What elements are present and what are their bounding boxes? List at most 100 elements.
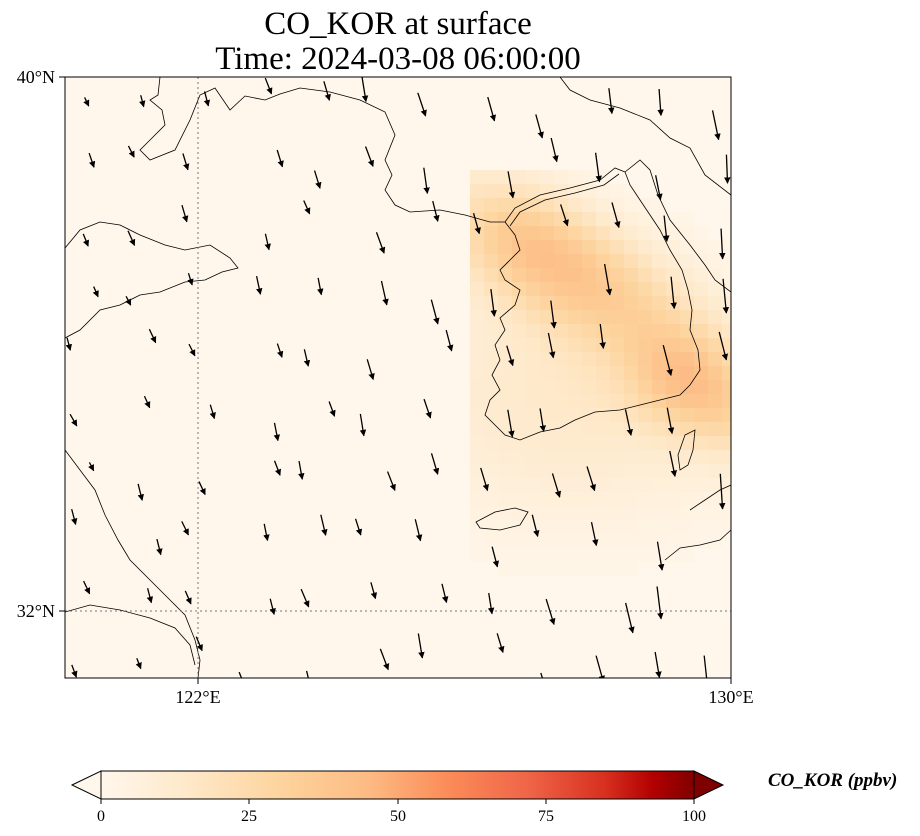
field-cell	[708, 436, 723, 451]
field-cell	[666, 268, 681, 283]
field-cell	[470, 282, 485, 297]
wind-arrow	[323, 81, 331, 101]
field-cell	[582, 240, 597, 255]
field-cell	[526, 436, 541, 451]
wind-arrow	[594, 152, 602, 183]
field-cell	[680, 520, 695, 535]
wind-arrow	[361, 77, 369, 103]
field-cell	[568, 296, 583, 311]
field-cell	[638, 282, 653, 297]
field-cell	[624, 310, 639, 325]
wind-arrow	[182, 153, 190, 171]
wind-arrow	[545, 598, 556, 626]
field-cell	[568, 268, 583, 283]
field-cell	[652, 352, 667, 367]
field-cell	[470, 338, 485, 353]
field-cell	[624, 464, 639, 479]
field-cell	[554, 324, 569, 339]
field-cell	[582, 268, 597, 283]
field-cell	[470, 380, 485, 395]
field-cell	[610, 548, 625, 563]
field-cell	[596, 436, 611, 451]
field-cell	[568, 534, 583, 549]
wind-arrow	[209, 404, 216, 420]
field-cell	[526, 394, 541, 409]
field-cell	[680, 338, 695, 353]
field-cell	[638, 520, 653, 535]
field-cell	[512, 296, 527, 311]
field-cell	[624, 198, 639, 213]
field-cell	[666, 226, 681, 241]
wind-arrow	[491, 546, 500, 568]
field-cell	[526, 170, 541, 185]
field-cell	[526, 492, 541, 507]
wind-arrow	[148, 328, 157, 344]
field-cell	[694, 324, 709, 339]
field-cell	[568, 338, 583, 353]
field-cell	[568, 562, 583, 577]
field-cell	[512, 422, 527, 437]
field-cell	[596, 296, 611, 311]
field-cell	[526, 240, 541, 255]
wind-arrow	[487, 96, 497, 122]
wind-arrow	[125, 295, 132, 306]
field-cell	[484, 520, 499, 535]
field-cell	[484, 366, 499, 381]
field-cell	[596, 198, 611, 213]
field-cell	[596, 212, 611, 227]
field-cell	[498, 366, 513, 381]
colorbar-tick-0: 0	[97, 808, 105, 825]
field-cell	[596, 226, 611, 241]
field-cell	[568, 436, 583, 451]
wind-arrow	[181, 204, 189, 223]
wind-arrow	[146, 588, 154, 604]
wind-arrow	[269, 598, 276, 615]
field-cell	[680, 352, 695, 367]
field-cell	[638, 534, 653, 549]
map-frame	[64, 76, 732, 679]
field-cell	[568, 366, 583, 381]
field-cell	[638, 198, 653, 213]
wind-arrow	[657, 88, 664, 117]
wind-arrow	[354, 518, 363, 536]
field-cell	[526, 380, 541, 395]
wind-arrow	[608, 88, 615, 115]
field-cell	[624, 254, 639, 269]
field-cell	[540, 198, 555, 213]
field-cell	[554, 170, 569, 185]
field-cell	[582, 310, 597, 325]
wind-arrow	[590, 521, 599, 547]
field-cell	[568, 254, 583, 269]
field-cell	[652, 268, 667, 283]
field-cell	[512, 198, 527, 213]
field-cell	[694, 380, 709, 395]
wind-arrow	[718, 331, 729, 361]
field-cell	[512, 562, 527, 577]
field-cell	[568, 324, 583, 339]
field-cell	[610, 408, 625, 423]
field-cell	[596, 520, 611, 535]
field-cell	[582, 338, 597, 353]
field-cell	[512, 268, 527, 283]
wind-arrow	[599, 324, 606, 350]
wind-arrow	[507, 409, 515, 438]
field-cell	[652, 324, 667, 339]
field-cell	[722, 492, 731, 507]
field-cell	[540, 450, 555, 465]
wind-arrow	[724, 154, 731, 184]
field-cell	[652, 310, 667, 325]
field-cell	[484, 492, 499, 507]
field-cell	[554, 366, 569, 381]
field-cell	[624, 296, 639, 311]
wind-arrow	[496, 633, 505, 654]
field-cell	[652, 478, 667, 493]
wind-arrow	[490, 289, 497, 317]
field-cell	[652, 282, 667, 297]
field-cell	[610, 240, 625, 255]
field-cell	[526, 562, 541, 577]
field-cell	[540, 492, 555, 507]
field-cell	[568, 422, 583, 437]
field-cell	[484, 450, 499, 465]
field-cell	[526, 282, 541, 297]
field-cell	[540, 310, 555, 325]
